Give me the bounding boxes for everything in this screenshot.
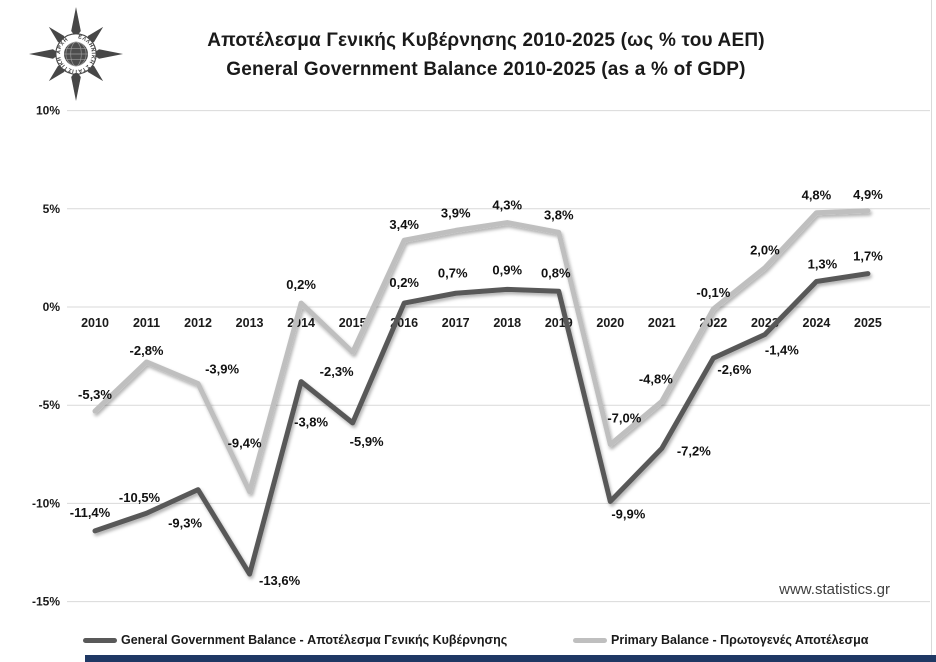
data-label: -9,9% — [611, 506, 645, 521]
legend: General Government Balance - Αποτέλεσμα … — [0, 632, 936, 650]
data-label: -0,1% — [696, 285, 730, 300]
legend-item-primary-balance: Primary Balance - Πρωτογενές Αποτέλεσμα — [573, 632, 868, 648]
data-label: -5,3% — [78, 387, 112, 402]
x-axis-label: 2024 — [803, 316, 831, 330]
x-axis-label: 2012 — [184, 316, 212, 330]
x-axis-label: 2010 — [81, 316, 109, 330]
logo-globe — [64, 41, 88, 67]
y-axis-tick-label: -15% — [32, 595, 60, 609]
data-label: 4,8% — [802, 188, 832, 203]
x-axis-label: 2020 — [596, 316, 624, 330]
data-label: 4,9% — [853, 187, 883, 202]
data-label: -5,9% — [350, 434, 384, 449]
y-axis-tick-label: 5% — [43, 202, 61, 216]
y-axis-tick-label: 10% — [36, 104, 60, 118]
page-right-border — [931, 0, 932, 662]
x-axis-label: 2011 — [133, 316, 160, 330]
data-label: 3,8% — [544, 207, 574, 222]
legend-swatch-primary-balance — [573, 637, 607, 643]
chart-title: Αποτέλεσμα Γενικής Κυβέρνησης 2010-2025 … — [36, 26, 936, 84]
data-label: -2,3% — [320, 364, 354, 379]
data-label: 0,2% — [286, 277, 316, 292]
data-label: -3,9% — [205, 362, 239, 377]
data-label: 3,9% — [441, 205, 471, 220]
x-axis-label: 2013 — [236, 316, 264, 330]
data-label: 3,4% — [389, 217, 419, 232]
data-label: 0,7% — [438, 265, 468, 280]
watermark-url: www.statistics.gr — [779, 581, 890, 598]
data-label: -4,8% — [639, 371, 673, 386]
data-label: -13,6% — [259, 573, 301, 588]
legend-swatch-general-government-balance — [83, 637, 117, 643]
primary-balance-line — [92, 208, 871, 495]
elstat-logo: ΕΛΛΗΝΙΚΗ ΣΤΑΤΙΣΤΙΚΗ ΑΡΧΗ — [28, 6, 124, 102]
data-label: -2,8% — [130, 343, 164, 358]
x-axis-label: 2017 — [442, 316, 470, 330]
data-label: -11,4% — [70, 505, 111, 520]
footer-bar — [85, 655, 936, 662]
general-government-balance-line — [92, 271, 871, 577]
data-label: -7,0% — [607, 410, 641, 425]
x-axis-label: 2014 — [287, 316, 315, 330]
data-label: -7,2% — [677, 443, 711, 458]
data-label: 0,2% — [389, 275, 419, 290]
x-axis-label: 2018 — [493, 316, 521, 330]
data-label: -1,4% — [765, 342, 799, 357]
data-label: -3,8% — [294, 415, 328, 430]
y-axis-tick-label: 0% — [43, 300, 61, 314]
data-label: -10,5% — [119, 490, 161, 505]
y-axis-tick-label: -5% — [39, 398, 61, 412]
x-axis-label: 2021 — [648, 316, 676, 330]
x-axis-label: 2025 — [854, 316, 882, 330]
data-label: -2,6% — [717, 362, 751, 377]
chart-title-english: General Government Balance 2010-2025 (as… — [226, 59, 746, 80]
data-label: 1,7% — [853, 249, 883, 264]
compass-spikes — [28, 6, 124, 102]
chart-title-greek: Αποτέλεσμα Γενικής Κυβέρνησης 2010-2025 … — [207, 30, 765, 51]
x-axis-label: 2015 — [339, 316, 367, 330]
data-label: 2,0% — [750, 243, 780, 258]
legend-label-primary-balance: Primary Balance - Πρωτογενές Αποτέλεσμα — [611, 633, 869, 647]
data-label: -9,3% — [168, 516, 202, 531]
data-label: 0,8% — [541, 265, 571, 280]
data-label: 1,3% — [808, 256, 838, 271]
legend-label-general-government-balance: General Government Balance - Αποτέλεσμα … — [121, 633, 508, 647]
legend-item-general-government-balance: General Government Balance - Αποτέλεσμα … — [83, 632, 507, 648]
data-label: 4,3% — [492, 198, 522, 213]
data-label: 0,9% — [492, 262, 522, 277]
y-axis-tick-label: -10% — [32, 496, 60, 510]
data-label: -9,4% — [228, 436, 262, 451]
